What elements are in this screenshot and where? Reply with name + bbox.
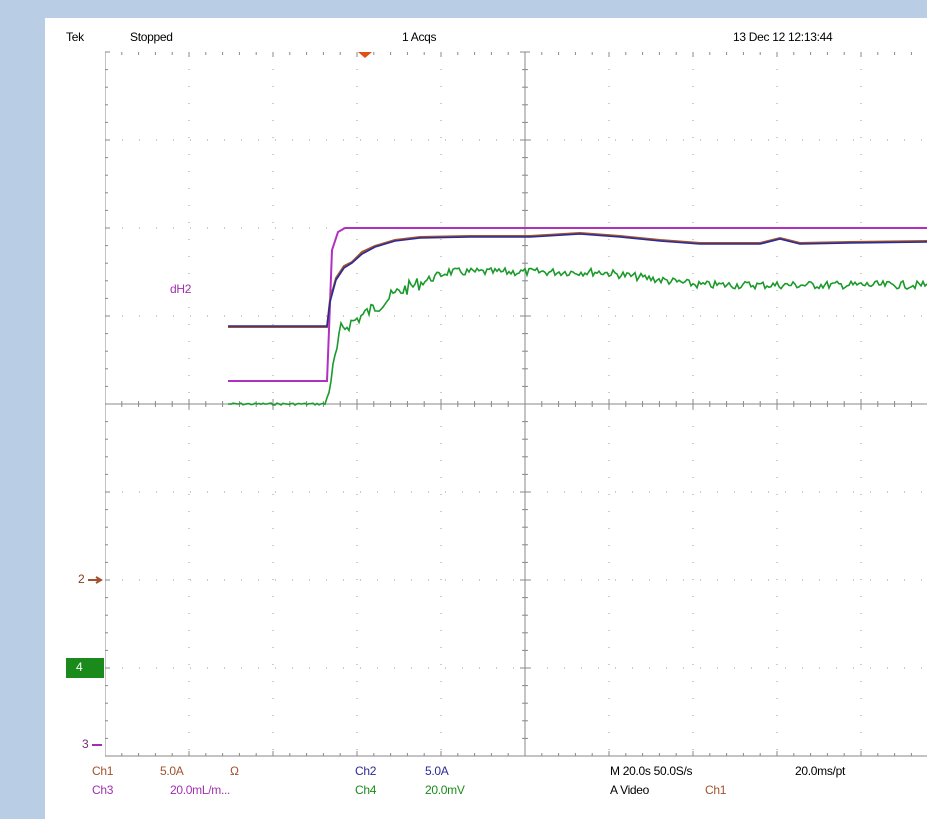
ch4-scale: 20.0mV xyxy=(425,783,465,797)
channel-marker: 4 xyxy=(76,660,83,674)
timebase: M 20.0s 50.0S/s xyxy=(610,764,693,778)
trigger-source: Ch1 xyxy=(705,783,727,797)
acquisition-status: Stopped xyxy=(130,30,173,44)
trace-ch4 xyxy=(228,266,927,406)
ch2-scale: 5.0A xyxy=(425,764,449,778)
channel-marker-arrow xyxy=(88,576,103,584)
brand: Tek xyxy=(66,30,85,44)
ch1-coupling: Ω xyxy=(230,764,239,778)
ch3-label: Ch3 xyxy=(92,783,114,797)
ch2-label: Ch2 xyxy=(355,764,377,778)
traces xyxy=(228,227,927,406)
channel-marker: 3 xyxy=(82,737,89,751)
cursor-label: dH2 xyxy=(170,282,192,296)
ch3-scale: 20.0mL/m... xyxy=(170,783,230,797)
screen-panel xyxy=(45,18,927,819)
channel-marker-box xyxy=(66,658,104,678)
timestamp: 13 Dec 12 12:13:44 xyxy=(733,30,833,44)
trace-ch3 xyxy=(228,227,927,382)
ch1-label: Ch1 xyxy=(92,764,114,778)
record-length: 20.0ms/pt xyxy=(795,764,846,778)
ch1-scale: 5.0A xyxy=(160,764,184,778)
trigger-mode: A Video xyxy=(610,783,650,797)
trigger-position-marker xyxy=(358,52,372,58)
acquisition-count: 1 Acqs xyxy=(402,30,437,44)
trace-ch2 xyxy=(228,233,927,327)
channel-marker: 2 xyxy=(78,572,85,586)
ch4-label: Ch4 xyxy=(355,783,377,797)
trace-ch1 xyxy=(228,231,927,328)
